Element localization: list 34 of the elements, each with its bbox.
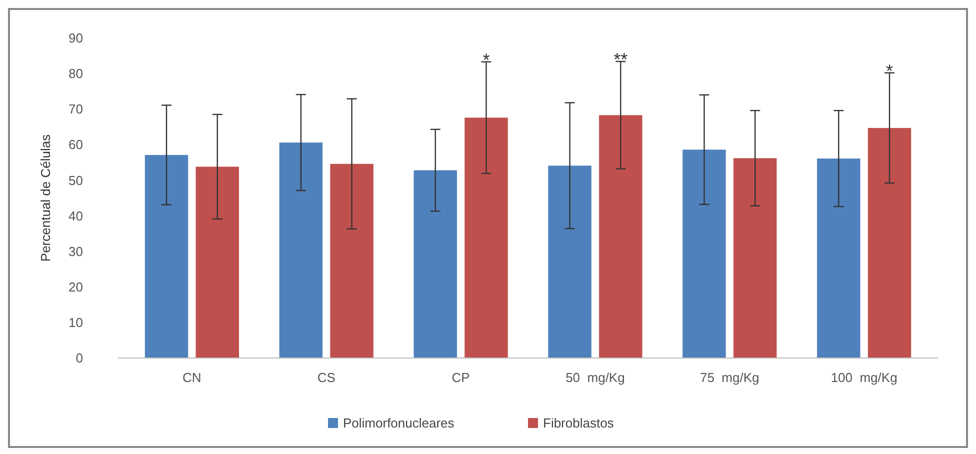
bar [682,150,726,358]
bar [279,142,323,358]
bar [548,166,592,358]
x-tick-label: CS [317,370,336,385]
bar [464,118,508,358]
y-tick-label: 30 [68,244,83,259]
y-tick-label: 50 [68,172,83,188]
annotation: * [886,60,894,81]
bar [733,158,777,358]
x-tick-label: 100 mg/Kg [830,370,898,385]
bar [817,158,860,358]
bar [144,154,188,358]
y-tick-label: 10 [68,314,83,330]
x-tick-label: 50 mg/Kg [566,370,625,385]
y-tick-label: 60 [68,137,83,152]
y-tick-label: 80 [68,66,83,82]
bar [599,115,642,358]
y-tick-label: 20 [68,279,83,294]
bar [868,128,912,358]
bar [196,166,239,358]
y-tick-label: 90 [68,30,83,46]
legend-label: Polimorfonucleares [343,416,455,431]
bar [330,164,374,358]
y-tick-label: 40 [68,208,83,224]
bar [414,170,457,358]
x-tick-label: 75 mg/Kg [700,370,760,385]
y-tick-label: 70 [68,102,83,117]
annotation: * [482,50,490,70]
legend-label: Fibroblastos [543,416,614,431]
x-tick-label: CP [452,370,470,385]
annotation: ** [614,49,628,70]
y-axis-title: Percentual de Células [38,134,53,262]
y-tick-label: 0 [76,350,83,366]
x-tick-label: CN [182,370,202,385]
